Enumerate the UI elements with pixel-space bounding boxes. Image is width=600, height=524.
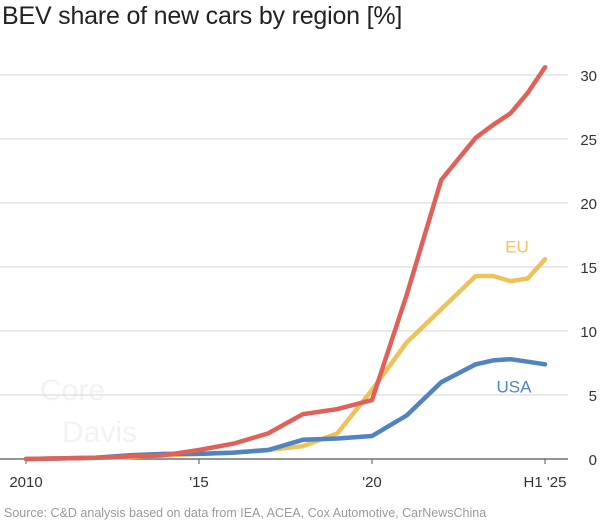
x-tick-label: '15 (189, 474, 209, 491)
x-tick-label: '20 (362, 474, 382, 491)
y-tick-label: 20 (580, 196, 597, 213)
y-tick-label: 15 (580, 260, 597, 277)
source-note: Source: C&D analysis based on data from … (4, 506, 487, 520)
y-tick-label: 25 (580, 132, 597, 149)
y-tick-label: 0 (589, 452, 597, 469)
series-label-usa: USA (497, 377, 533, 396)
chart-title: BEV share of new cars by region [%] (2, 2, 403, 30)
y-axis-ticks: 0 5 10 15 20 25 30 (580, 68, 597, 469)
series-line-china (23, 65, 548, 462)
series-lines (23, 65, 548, 462)
y-tick-label: 10 (580, 324, 597, 341)
x-tick-label: H1 '25 (524, 474, 567, 491)
series-labels: EUUSAChina (497, 237, 533, 396)
x-tick-label: 2010 (9, 474, 42, 491)
y-tick-label: 5 (589, 388, 597, 405)
series-label-eu: EU (505, 237, 529, 256)
watermark-line-2: Davis (62, 416, 137, 449)
y-tick-label: 30 (580, 68, 597, 85)
watermark-line-1: Core (40, 374, 105, 407)
x-axis-ticks: 2010 '15 '20 H1 '25 (9, 459, 566, 491)
